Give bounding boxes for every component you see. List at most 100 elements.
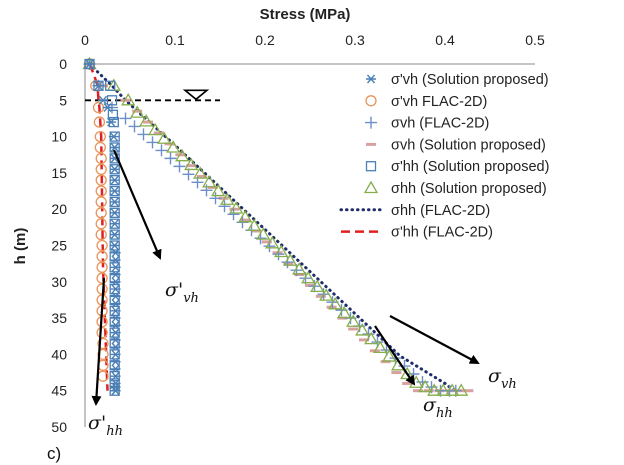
y-tick-label: 40	[51, 346, 67, 362]
data-point	[130, 105, 145, 118]
data-point	[110, 342, 121, 352]
data-point	[96, 261, 108, 273]
arrow-sigma-hh	[374, 325, 416, 386]
y-tick-label: 30	[51, 274, 67, 290]
data-point	[110, 277, 121, 287]
x-tick-label: 0.3	[345, 32, 365, 48]
x-tick-label: 0.4	[435, 32, 455, 48]
data-point	[283, 253, 298, 266]
data-point	[418, 379, 433, 393]
data-point	[328, 296, 343, 310]
legend-entry: σ'vh (Solution proposed)	[366, 72, 549, 88]
x-tick-label: 0.1	[165, 32, 185, 48]
data-point	[110, 262, 121, 272]
legend-label: σvh (Solution proposed)	[391, 137, 546, 153]
y-tick-label: 50	[51, 419, 67, 435]
series-6	[88, 62, 456, 393]
data-point	[310, 279, 325, 293]
data-point	[109, 164, 120, 174]
data-point	[105, 80, 116, 91]
label-sigma-prime-vh: σ'vh	[165, 279, 199, 306]
data-point	[109, 186, 120, 196]
arrow-sigma-prime-vh	[112, 149, 162, 260]
y-tick-label: 0	[59, 56, 67, 72]
arrow-sigma-vh	[389, 315, 480, 364]
data-point	[110, 328, 121, 338]
y-tick-labels: 0 5 10 15 20 25 30 35 40 45 50	[51, 56, 67, 435]
series-7	[88, 63, 109, 391]
data-point	[110, 320, 121, 330]
data-point	[247, 218, 262, 232]
data-point	[164, 152, 177, 165]
legend-entry: σhh (Solution proposed)	[363, 180, 547, 197]
water-table-triangle-icon	[182, 89, 210, 101]
legend-swatch	[365, 95, 377, 107]
data-point	[106, 117, 117, 127]
data-point	[93, 81, 104, 91]
data-point	[94, 141, 106, 154]
data-point	[109, 197, 120, 207]
data-point	[97, 348, 109, 361]
data-point	[227, 208, 240, 221]
data-point	[110, 386, 121, 396]
data-point	[95, 174, 107, 186]
data-point	[218, 200, 231, 213]
data-point	[95, 152, 107, 165]
data-point	[110, 335, 121, 345]
data-point	[139, 114, 154, 127]
data-point	[175, 148, 190, 162]
series-line	[88, 63, 109, 391]
legend-entry: σ'hh (FLAC-2D)	[341, 225, 493, 241]
data-point	[109, 175, 120, 185]
data-point	[427, 383, 442, 396]
y-tick-label: 35	[51, 310, 67, 326]
legend-label: σvh (FLAC-2D)	[391, 116, 489, 132]
x-axis-title: Stress (MPa)	[260, 6, 351, 23]
data-point	[119, 112, 132, 125]
data-point	[454, 383, 469, 396]
label-sigma-prime-hh: σ'hh	[88, 412, 123, 439]
y-tick-label: 45	[51, 383, 67, 399]
data-point	[95, 185, 107, 197]
arrow-sigma-prime-hh	[91, 277, 106, 406]
data-point	[110, 270, 121, 280]
data-point	[382, 349, 397, 362]
panel-label: c)	[47, 444, 61, 463]
data-point	[110, 306, 121, 316]
data-point	[109, 219, 120, 229]
data-point	[110, 255, 121, 265]
data-point	[220, 192, 235, 205]
legend-label: σ'vh FLAC-2D)	[391, 94, 487, 110]
data-point	[128, 120, 141, 133]
x-tick-labels: 0 0.1 0.2 0.3 0.4 0.5	[81, 32, 545, 48]
data-point	[110, 371, 121, 381]
y-tick-label: 10	[51, 129, 67, 145]
legend-swatch	[366, 74, 376, 84]
y-axis-title: h (m)	[12, 228, 29, 265]
x-tick-label: 0	[81, 32, 89, 48]
legend-label: σ'vh (Solution proposed)	[391, 72, 549, 88]
legend-entry: σvh (FLAC-2D)	[365, 116, 489, 132]
data-point	[121, 92, 136, 106]
data-point	[301, 270, 316, 284]
legend-label: σhh (FLAC-2D)	[391, 203, 490, 219]
data-point	[202, 175, 217, 188]
data-point	[148, 122, 163, 136]
data-point	[110, 313, 121, 323]
data-point	[337, 305, 352, 319]
data-point	[96, 326, 108, 339]
data-point	[211, 183, 226, 197]
data-point	[110, 248, 121, 258]
y-tick-label: 20	[51, 201, 67, 217]
data-point	[355, 323, 370, 336]
data-point	[84, 59, 95, 69]
legend-entry: σhh (FLAC-2D)	[339, 203, 490, 219]
data-point	[155, 144, 168, 157]
series-5	[82, 56, 469, 396]
data-point	[292, 262, 307, 275]
label-sigma-vh: σvh	[488, 365, 517, 392]
x-tick-label: 0.2	[255, 32, 275, 48]
data-point	[184, 157, 199, 171]
data-point	[364, 331, 379, 345]
